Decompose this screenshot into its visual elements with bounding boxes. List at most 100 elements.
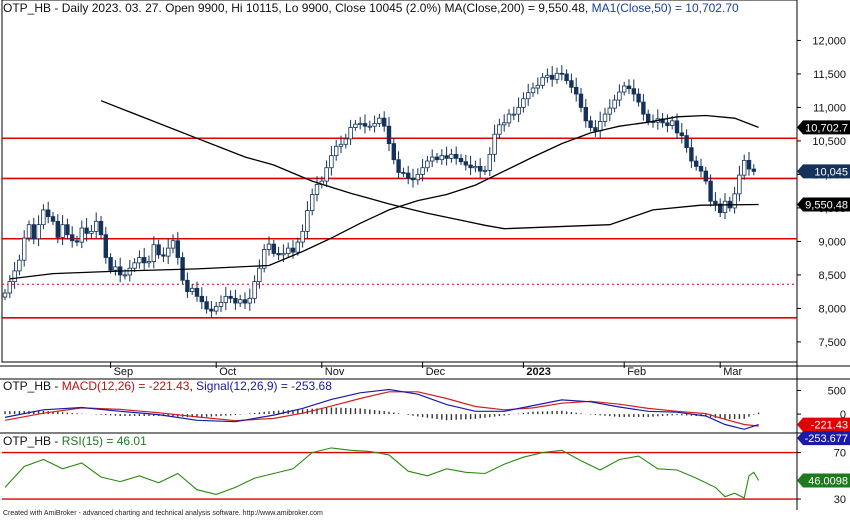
candle (31, 217, 36, 245)
candle (94, 212, 99, 239)
close-price-tag: 10,045 (797, 164, 850, 179)
candle-body (156, 244, 161, 256)
footer-credit: Created with AmiBroker - advanced charti… (3, 510, 323, 517)
candle-body (746, 159, 752, 170)
candle (588, 115, 593, 132)
candle (50, 211, 56, 226)
candle-body (70, 234, 75, 242)
candle-body (305, 210, 310, 232)
candle-body (511, 113, 516, 116)
candle-body (386, 125, 392, 145)
tag-shape (797, 164, 850, 179)
x-tick-label: Sep (114, 366, 134, 378)
candle-body (367, 125, 372, 128)
candle (574, 77, 579, 102)
candle-body (698, 165, 704, 172)
candle (257, 259, 262, 289)
rsi-line (4, 447, 760, 499)
price-open: Open 9900 (165, 1, 225, 15)
candle-body (94, 220, 99, 232)
candle (463, 154, 468, 171)
candle (41, 204, 46, 230)
candle-body (137, 257, 142, 264)
candle-body (276, 253, 281, 256)
candle-body (141, 257, 147, 264)
candle (338, 135, 344, 154)
candle-body (636, 93, 641, 103)
ma200-label: MA(Close,200) = 9,550.48 (444, 1, 585, 15)
candle-body (751, 168, 756, 172)
candle-body (199, 295, 204, 303)
candle-body (189, 287, 195, 293)
candle-body (521, 98, 526, 108)
candle (367, 120, 372, 131)
candle-body (593, 127, 598, 132)
candle (458, 153, 464, 166)
candle-body (703, 170, 708, 182)
candle-body (122, 274, 128, 277)
candle (165, 238, 171, 265)
tag-shape (797, 120, 850, 135)
candle (425, 155, 430, 172)
ma50-label: MA1(Close,50) = 10,702.70 (591, 1, 739, 15)
tag-label: 10,045 (814, 166, 848, 178)
candle-body (146, 261, 152, 264)
y-tick-label: 11,500 (813, 69, 846, 81)
candle (175, 231, 180, 265)
candle (46, 201, 51, 224)
x-tick-label: Dec (426, 366, 446, 378)
candle-body (554, 72, 560, 80)
candle-body (718, 203, 723, 214)
candle-body (74, 240, 80, 243)
candle (156, 239, 161, 259)
candle (434, 152, 440, 163)
candle (26, 220, 32, 242)
x-tick-label: 2023 (526, 366, 550, 378)
candle (79, 220, 84, 249)
candle (343, 133, 348, 149)
candle (737, 165, 742, 202)
candle-body (684, 135, 689, 149)
rsi-value-tag: 46.0098 (797, 473, 850, 488)
candle-body (482, 170, 488, 172)
macd-pane-title: OTP_HB - MACD(12,26) = -221.43, Signal(1… (3, 379, 332, 393)
candle-body (338, 143, 344, 147)
candle-body (26, 224, 32, 239)
candle (722, 193, 728, 220)
candle (751, 164, 756, 176)
candle (694, 155, 699, 171)
macd-title-sep: - (54, 379, 59, 393)
candle (598, 111, 603, 139)
tag-label: 9,550.48 (805, 200, 848, 212)
candle (151, 236, 156, 269)
candle-body (257, 267, 262, 283)
candle-body (79, 227, 84, 243)
candle-body (578, 93, 584, 108)
candle-body (444, 155, 449, 159)
candle (521, 92, 526, 113)
candle-body (21, 237, 27, 261)
candle (237, 294, 243, 307)
candle-body (377, 117, 382, 124)
signal-label: Signal(12,26,9) = -253.68 (196, 379, 332, 393)
candle-body (415, 174, 420, 181)
candle-body (252, 281, 257, 299)
candle-body (185, 279, 190, 293)
candle (146, 255, 152, 268)
candle (2, 288, 8, 301)
candle (141, 247, 147, 271)
candle (89, 224, 94, 239)
candle-body (309, 194, 315, 212)
candle-body (348, 127, 353, 140)
candle (727, 196, 732, 212)
candle-body (324, 167, 329, 182)
price-period: Daily (61, 1, 89, 15)
candle (295, 237, 300, 256)
candle-body (175, 240, 180, 258)
rsi-symbol: OTP_HB (3, 434, 52, 448)
candle-body (679, 132, 684, 136)
candle (353, 120, 358, 131)
candle-body (353, 123, 358, 128)
candle (453, 146, 459, 165)
